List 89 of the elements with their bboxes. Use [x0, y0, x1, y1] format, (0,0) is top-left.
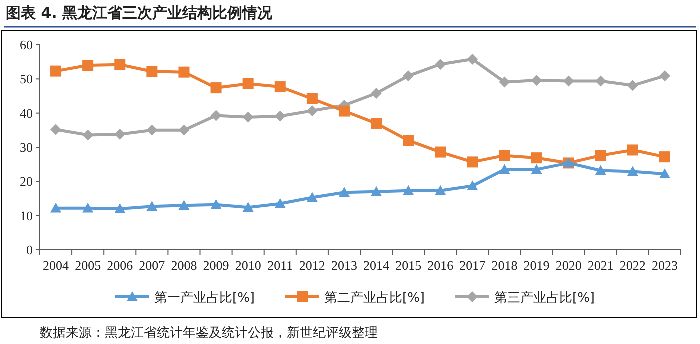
point	[274, 82, 286, 93]
point	[371, 118, 382, 130]
point	[210, 199, 222, 210]
point	[242, 202, 254, 212]
point	[403, 185, 414, 196]
point	[210, 110, 222, 122]
point	[595, 150, 606, 162]
point	[435, 146, 446, 158]
point	[659, 168, 670, 179]
point	[627, 80, 638, 92]
x-tick-label: 2016	[428, 258, 454, 273]
y-tick-label: 30	[20, 140, 33, 155]
point	[627, 144, 638, 156]
x-tick-label: 2014	[364, 258, 390, 273]
point	[659, 152, 670, 163]
point	[435, 58, 446, 70]
x-tick-label: 2018	[492, 258, 518, 273]
point	[563, 76, 574, 87]
point	[403, 70, 414, 82]
x-tick-label: 2019	[524, 258, 550, 273]
point	[531, 164, 542, 174]
point	[467, 54, 478, 65]
x-tick-label: 2010	[235, 258, 262, 273]
point	[114, 59, 126, 70]
point	[242, 112, 254, 123]
x-tick-label: 2006	[107, 258, 134, 273]
point	[531, 75, 542, 86]
point	[146, 66, 158, 78]
point	[178, 66, 190, 78]
x-tick-label: 2023	[652, 258, 678, 273]
x-tick-label: 2022	[620, 258, 646, 273]
x-tick-label: 2009	[203, 258, 230, 273]
y-tick-label: 10	[20, 208, 33, 224]
x-tick-label: 2017	[460, 258, 486, 273]
point	[371, 186, 382, 196]
y-tick-label: 20	[20, 174, 33, 190]
point	[50, 124, 62, 136]
point	[499, 76, 510, 88]
point	[371, 88, 382, 100]
point	[338, 187, 350, 197]
chart-title: 图表 4. 黑龙江省三次产业结构比例情况	[6, 4, 274, 22]
x-tick-label: 2004	[43, 258, 70, 273]
x-tick-label: 2011	[268, 258, 294, 273]
point	[274, 198, 286, 208]
point	[306, 93, 318, 104]
x-tick-label: 2015	[396, 258, 422, 273]
legend-label: 第一产业占比[%]	[154, 291, 255, 306]
point	[306, 192, 318, 202]
x-tick-label: 2013	[331, 258, 358, 273]
point	[659, 70, 670, 82]
point	[467, 156, 478, 168]
point	[467, 180, 478, 191]
y-tick-label: 50	[20, 72, 33, 87]
point	[499, 164, 510, 174]
legend-label: 第三产业占比[%]	[494, 291, 595, 306]
point	[403, 135, 414, 146]
point	[114, 129, 126, 140]
point	[274, 110, 286, 122]
point	[114, 204, 126, 214]
point	[435, 185, 446, 196]
point	[178, 124, 190, 136]
x-tick-label: 2020	[556, 258, 582, 273]
x-tick-label: 2005	[75, 258, 102, 273]
point	[146, 124, 158, 136]
point	[146, 201, 158, 212]
point	[50, 66, 62, 77]
point	[210, 82, 222, 94]
y-tick-label: 60	[20, 38, 33, 52]
point	[338, 106, 350, 117]
x-tick-label: 2007	[139, 258, 166, 273]
x-tick-label: 2021	[588, 258, 614, 273]
point	[242, 78, 254, 90]
source-note: 数据来源：黑龙江省统计年鉴及统计公报，新世纪评级整理	[40, 326, 378, 341]
point	[178, 200, 190, 210]
point	[595, 165, 606, 176]
point	[306, 105, 318, 116]
legend-label: 第二产业占比[%]	[324, 291, 425, 306]
point	[82, 202, 94, 213]
y-tick-label: 0	[26, 242, 33, 258]
x-tick-label: 2008	[171, 258, 198, 273]
point	[595, 76, 606, 87]
point	[499, 150, 510, 162]
point	[82, 130, 94, 141]
point	[50, 202, 62, 213]
x-tick-label: 2012	[299, 258, 326, 273]
y-tick-label: 40	[20, 106, 33, 121]
point	[82, 60, 94, 71]
point	[627, 166, 638, 176]
point	[531, 152, 542, 164]
